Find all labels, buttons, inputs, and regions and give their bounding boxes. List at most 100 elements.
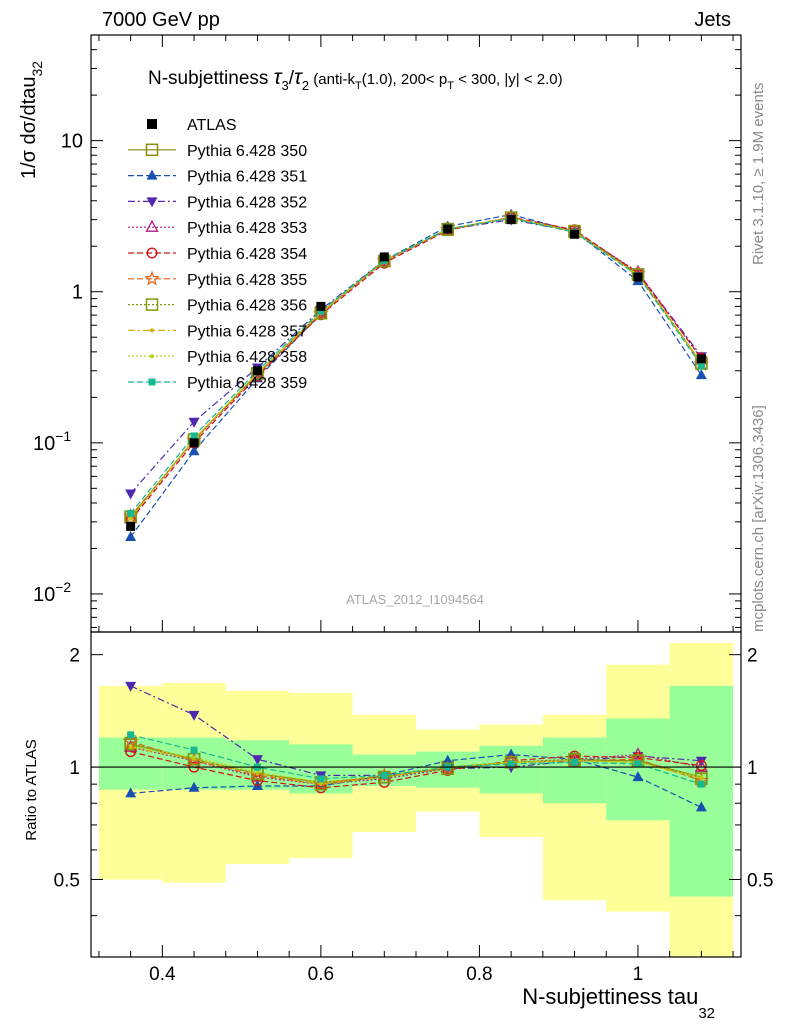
- atlas-data-point: [316, 301, 326, 311]
- atlas-data-group: [126, 215, 706, 531]
- y-tick-label-ratio-right: 1: [747, 758, 758, 779]
- series-marker-ratio: [695, 801, 707, 812]
- x-tick-label: 0.6: [308, 964, 334, 985]
- y-tick-label-main: 1: [72, 282, 83, 304]
- series-marker-ratio: [695, 759, 707, 771]
- series-marker-main: [695, 369, 707, 380]
- series-marker-ratio: [188, 710, 200, 721]
- atlas-data-point: [633, 272, 643, 282]
- legend-marker: [145, 143, 159, 157]
- header-right: Jets: [694, 9, 731, 31]
- series-line-ratio: [130, 742, 702, 785]
- legend-marker: [146, 169, 158, 180]
- legend-label: Pythia 6.428 356: [187, 298, 307, 315]
- y-tick-label-ratio-right: 0.5: [747, 870, 773, 891]
- series-marker-ratio: [190, 746, 198, 754]
- x-tick-label: 0.8: [466, 964, 492, 985]
- atlas-data-point: [126, 521, 136, 531]
- side-mcplots-label: mcplots.cern.ch [arXiv:1306.3436]: [750, 405, 767, 632]
- series-line-main: [130, 217, 702, 517]
- atlas-data-point: [570, 229, 580, 239]
- x-axis-label: N-subjettiness tau32: [522, 984, 715, 1022]
- legend-marker: [146, 197, 158, 208]
- x-tick-label: 0.4: [149, 964, 176, 985]
- series-marker-ratio: [187, 752, 201, 766]
- series-marker-ratio: [255, 770, 260, 775]
- atlas-data-point: [252, 366, 262, 376]
- ratio-band-stat: [542, 737, 607, 804]
- y-tick-label-main: 10−2: [33, 579, 71, 606]
- y-tick-label-ratio: 1: [69, 758, 80, 779]
- y-tick-label-main: 10: [61, 131, 83, 153]
- series-marker-ratio: [632, 771, 644, 782]
- series-line-main: [130, 217, 702, 514]
- ratio-band-stat: [606, 718, 670, 821]
- series-marker-ratio: [699, 775, 704, 780]
- legend-marker-atlas: [147, 119, 157, 129]
- axis-ticks: 0.4 0.6 0.8 1 10 1 10−1 10−2 2 2 1 1 0.5 0.5: [33, 34, 773, 985]
- series-marker-ratio: [128, 743, 133, 748]
- legend-label: Pythia 6.428 355: [187, 272, 307, 289]
- series-marker-ratio: [441, 762, 454, 775]
- legend-marker: [146, 247, 158, 259]
- legend-label: Pythia 6.428 353: [187, 220, 307, 237]
- series-line-ratio: [130, 753, 702, 808]
- legend-marker: [145, 298, 159, 311]
- series-line-ratio: [130, 685, 702, 777]
- series-marker-ratio: [507, 760, 515, 768]
- legend-label: Pythia 6.428 351: [187, 169, 307, 186]
- watermark: ATLAS_2012_I1094564: [346, 592, 484, 607]
- series-marker-main: [188, 417, 200, 428]
- series-marker-main: [317, 307, 325, 315]
- series-marker-ratio: [694, 759, 708, 772]
- legend-marker: [150, 328, 154, 333]
- ratio-series-group: [91, 681, 741, 812]
- legend-label: Pythia 6.428 357: [187, 323, 307, 340]
- series-marker-main: [441, 223, 454, 236]
- series-marker-ratio: [380, 771, 388, 779]
- ratio-band-stat: [669, 685, 734, 897]
- y-axis-label-main: 1/σ dσ/dtau32: [18, 61, 45, 179]
- series-marker-ratio: [634, 760, 642, 768]
- series-marker-ratio: [571, 758, 579, 766]
- series-marker-main: [125, 531, 137, 542]
- series-marker-main: [313, 305, 329, 320]
- series-marker-main: [125, 489, 137, 500]
- side-rivet-label: Rivet 3.1.10, ≥ 1.9M events: [750, 83, 767, 266]
- series-marker-ratio: [192, 755, 197, 760]
- legend-label: ATLAS: [187, 117, 237, 134]
- series-marker-ratio: [251, 755, 263, 766]
- y-tick-exponent: −1: [55, 428, 71, 444]
- legend-label: Pythia 6.428 354: [187, 246, 307, 263]
- y-tick-label-ratio: 0.5: [54, 870, 80, 891]
- series-marker-ratio: [125, 787, 137, 798]
- legend-label: Pythia 6.428 358: [187, 349, 307, 366]
- legend: ATLAS Pythia 6.428 350 Pythia 6.428 351 Pyt…: [128, 117, 307, 392]
- series-marker-main: [188, 445, 200, 456]
- atlas-data-point: [443, 224, 453, 234]
- series-marker-ratio: [442, 754, 454, 765]
- series-marker-main: [190, 432, 198, 440]
- y-axis-label-ratio: Ratio to ATLAS: [23, 739, 40, 840]
- legend-marker: [148, 378, 156, 386]
- series-marker-ratio: [125, 681, 137, 692]
- series-line-main: [130, 213, 702, 538]
- y-tick-label-ratio: 2: [69, 646, 80, 667]
- plot-title: N-subjettiness τ3/τ2 (anti-kT(1.0), 200<…: [148, 66, 563, 93]
- series-marker-ratio: [378, 770, 391, 784]
- legend-marker: [150, 354, 154, 359]
- atlas-data-point: [379, 252, 389, 262]
- series-marker-ratio: [127, 731, 135, 739]
- legend-label: Pythia 6.428 352: [187, 194, 307, 211]
- series-marker-main: [697, 362, 705, 370]
- header-left: 7000 GeV pp: [102, 9, 220, 31]
- legend-label: Pythia 6.428 350: [187, 143, 307, 160]
- series-line-ratio: [130, 751, 702, 789]
- ratio-uncertainty-bands: [98, 642, 734, 957]
- y-tick-label-main: 10−1: [33, 428, 71, 455]
- series-marker-ratio: [317, 775, 325, 783]
- series-marker-main: [249, 365, 266, 381]
- legend-label: Pythia 6.428 359: [187, 375, 307, 392]
- series-marker-ratio: [697, 780, 705, 788]
